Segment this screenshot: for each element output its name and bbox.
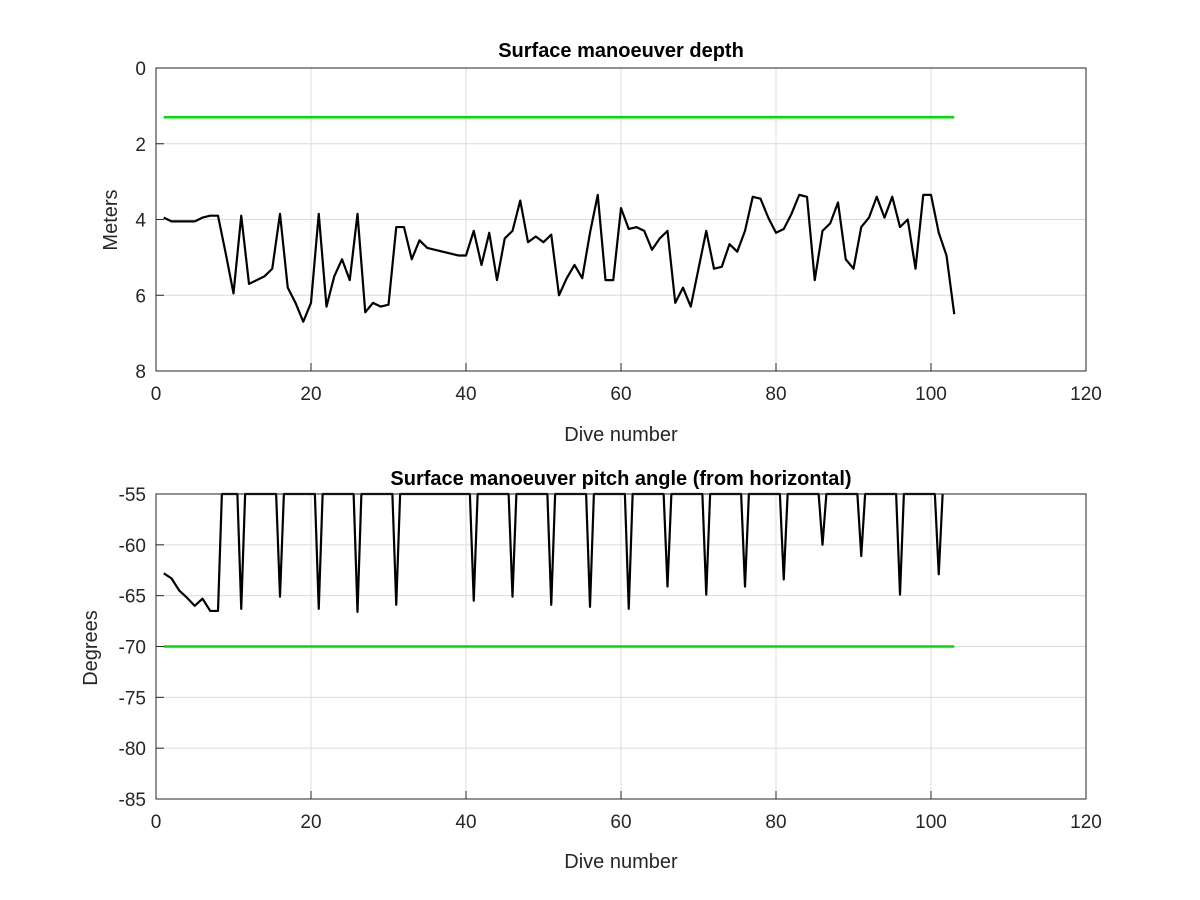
depth-x-ticks: 0 20 40 60 80 100 120 [151,363,1102,405]
pitch-chart-title: Surface manoeuver pitch angle (from hori… [390,468,851,490]
depth-y-tick-label: 2 [135,135,146,156]
pitch-y-tick-label: -60 [119,536,146,557]
pitch-x-ticks: 0 20 40 60 80 100 120 [151,791,1102,833]
pitch-x-tick-label: 0 [151,812,162,833]
pitch-x-tick-label: 60 [610,812,631,833]
depth-x-tick-label: 80 [765,384,786,405]
depth-x-tick-label: 60 [610,384,631,405]
pitch-data-layer [163,492,944,614]
depth-x-axis-label: Dive number [564,424,678,446]
depth-y-tick-label: 0 [135,59,146,80]
pitch-x-tick-label: 40 [455,812,476,833]
depth-y-ticks: 0 2 4 6 8 [135,59,164,383]
pitch-y-tick-label: -55 [119,485,146,506]
pitch-y-tick-label: -80 [119,739,146,760]
depth-x-tick-label: 20 [300,384,321,405]
pitch-y-axis-label: Degrees [80,610,102,686]
pitch-x-tick-label: 100 [915,812,947,833]
depth-x-tick-label: 100 [915,384,947,405]
depth-y-tick-label: 4 [135,211,146,232]
pitch-y-tick-label: -75 [119,688,146,709]
depth-x-tick-label: 0 [151,384,162,405]
pitch-x-tick-label: 20 [300,812,321,833]
pitch-x-axis-label: Dive number [564,851,678,873]
depth-data-line [163,193,956,323]
depth-chart-title: Surface manoeuver depth [498,40,744,62]
depth-y-axis-label: Meters [100,189,122,250]
depth-x-tick-label: 40 [455,384,476,405]
pitch-y-tick-label: -70 [119,638,146,659]
pitch-y-tick-label: -85 [119,790,146,811]
pitch-x-tick-label: 80 [765,812,786,833]
pitch-plot: 0 20 40 60 80 100 120 -55 -60 -65 -70 -75 -80 -85 Su… [80,468,1102,873]
depth-y-tick-label: 6 [135,286,146,307]
depth-plot: 0 20 40 60 80 100 120 0 2 4 6 8 Surface manoeuver … [100,40,1102,446]
depth-data-layer [163,193,956,323]
pitch-data-line [163,492,944,614]
depth-y-tick-label: 8 [135,362,146,383]
pitch-x-tick-label: 120 [1070,812,1102,833]
pitch-y-ticks: -55 -60 -65 -70 -75 -80 -85 [119,485,164,811]
pitch-y-tick-label: -65 [119,587,146,608]
depth-x-tick-label: 120 [1070,384,1102,405]
